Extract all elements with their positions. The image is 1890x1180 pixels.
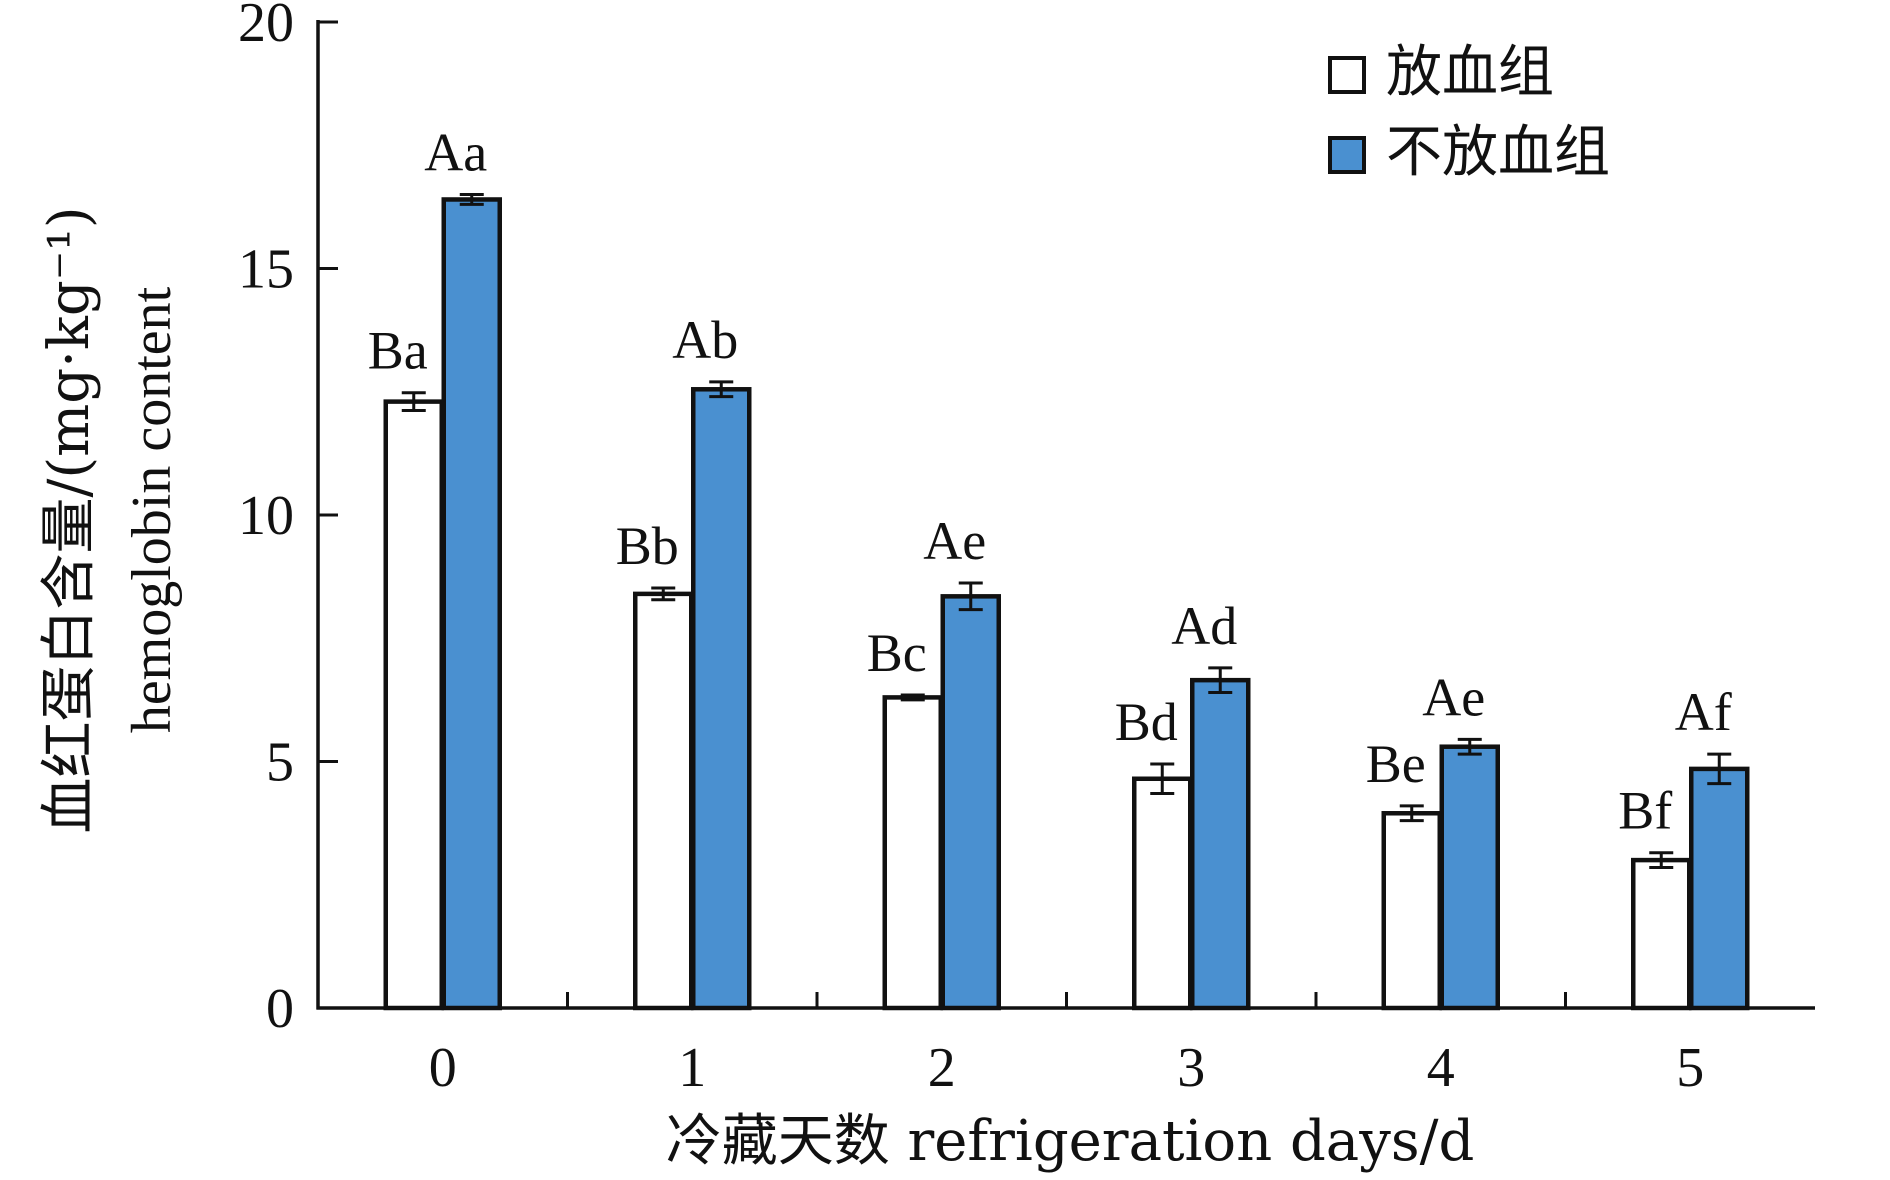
significance-label: Bd [1115, 692, 1178, 752]
significance-label: Aa [424, 123, 487, 183]
significance-label: Ab [672, 310, 738, 370]
y-tick-label: 20 [238, 0, 294, 54]
significance-label: Bf [1618, 781, 1672, 841]
bar-no-bleeding-day-3 [1190, 677, 1251, 1011]
x-axis-title: 冷藏天数 refrigeration days/d [666, 1109, 1475, 1174]
bar-bleeding-day-3 [1132, 776, 1193, 1011]
bar-bleeding-day-1 [633, 591, 694, 1011]
legend-swatch-no-bleeding [1328, 136, 1366, 174]
x-tick-label: 1 [678, 1037, 706, 1099]
significance-label: Af [1675, 682, 1732, 742]
bar-no-bleeding-day-0 [441, 197, 502, 1011]
legend-label: 放血组 [1386, 40, 1554, 105]
y-tick-label: 10 [238, 485, 294, 547]
significance-label: Bc [867, 623, 927, 683]
bar-bleeding-day-5 [1631, 857, 1692, 1011]
y-axis-title: 血红蛋白含量/(mg·kg⁻¹) [37, 206, 102, 833]
bar-bleeding-day-4 [1381, 811, 1442, 1011]
y-tick-label: 5 [266, 732, 294, 794]
x-tick-label: 0 [429, 1037, 457, 1099]
significance-label: Bb [616, 516, 679, 576]
significance-label: Be [1366, 734, 1426, 794]
y-tick-label: 0 [266, 978, 294, 1040]
bar-bleeding-day-2 [882, 695, 943, 1011]
legend-label: 不放血组 [1386, 120, 1610, 185]
bar-no-bleeding-day-1 [691, 387, 752, 1011]
y-tick-label: 15 [238, 239, 294, 301]
x-tick-label: 2 [928, 1037, 956, 1099]
x-tick-label: 5 [1676, 1037, 1704, 1099]
y-axis-subtitle: hemoglobin content [121, 286, 183, 733]
x-tick-label: 4 [1427, 1037, 1455, 1099]
bar-no-bleeding-day-5 [1689, 766, 1750, 1011]
legend-swatch-bleeding [1328, 56, 1366, 94]
bar-no-bleeding-day-2 [940, 594, 1001, 1011]
significance-label: Ae [1422, 667, 1485, 727]
significance-label: Ba [368, 321, 428, 381]
x-tick-label: 3 [1177, 1037, 1205, 1099]
significance-label: Ae [923, 511, 986, 571]
significance-label: Ad [1171, 596, 1237, 656]
bar-bleeding-day-0 [383, 399, 444, 1011]
bar-no-bleeding-day-4 [1439, 744, 1500, 1011]
